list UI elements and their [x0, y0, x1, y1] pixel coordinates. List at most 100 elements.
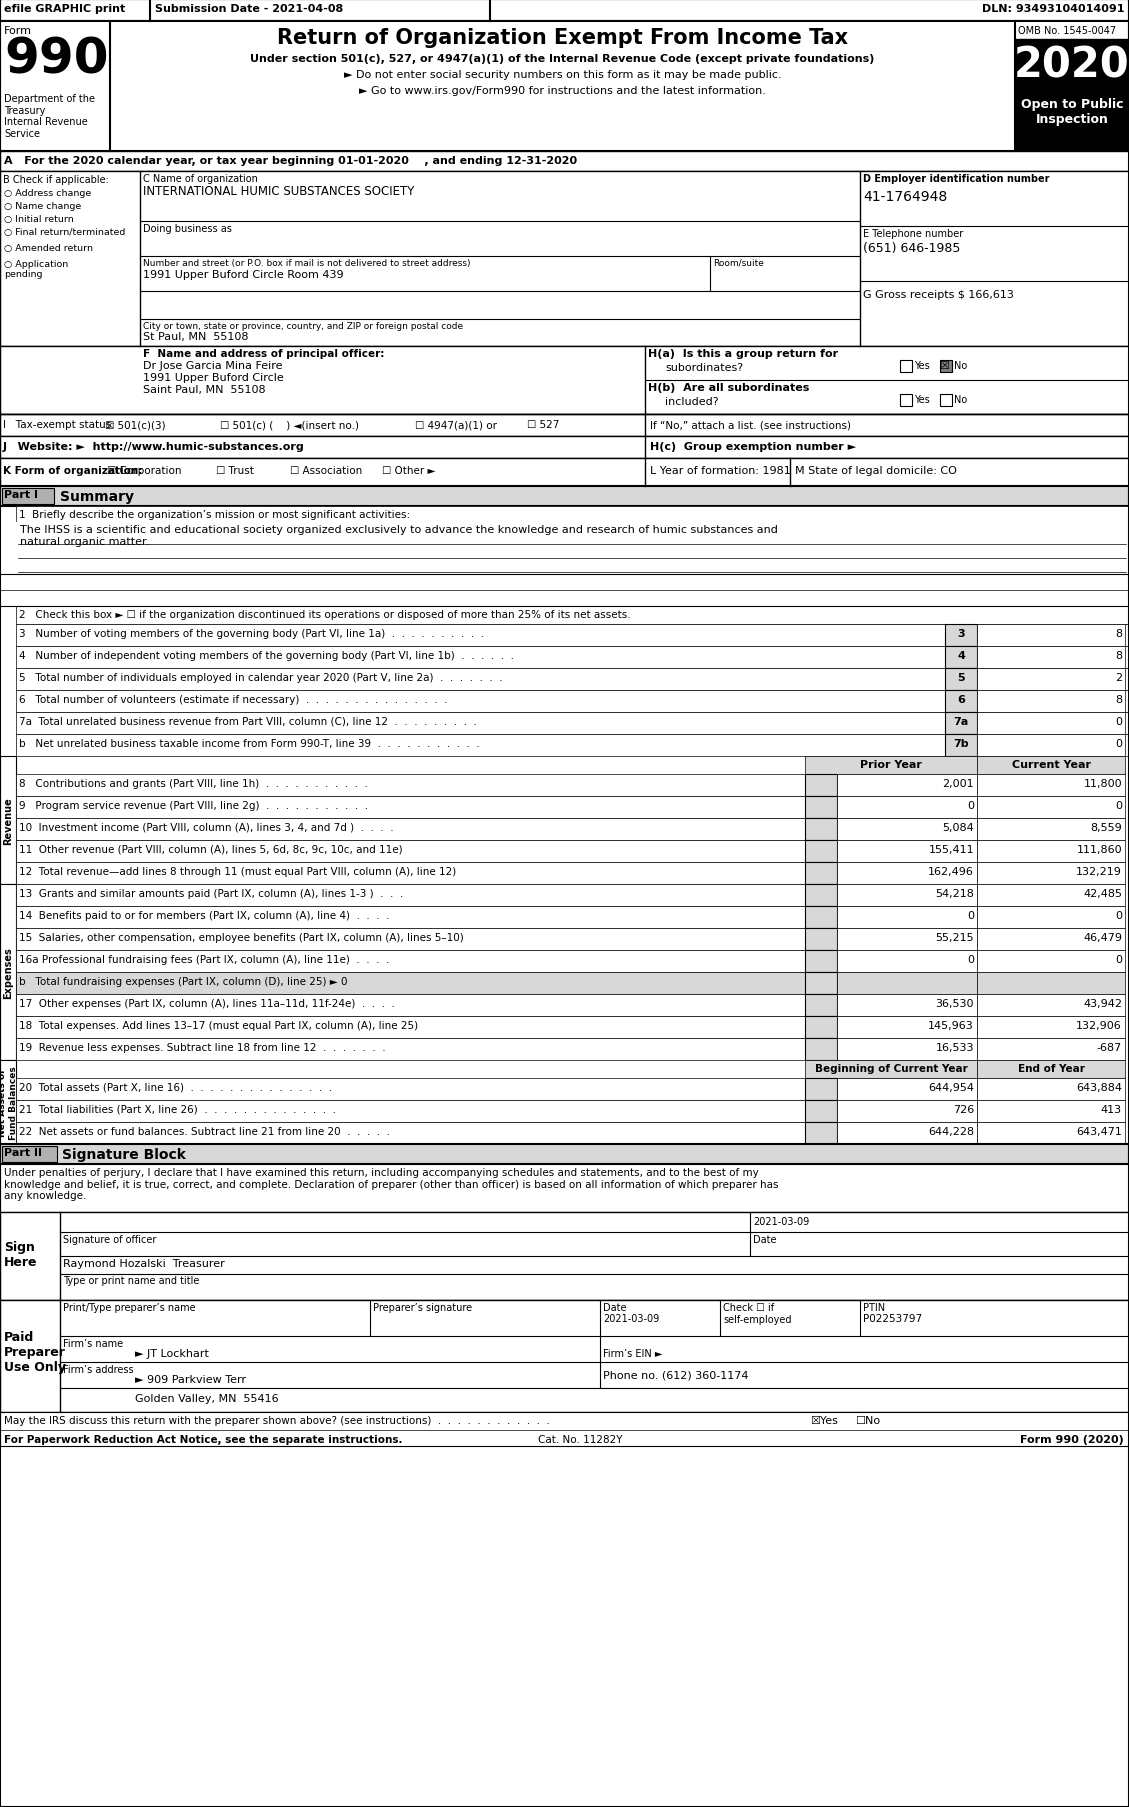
Bar [805, 819, 837, 840]
Text: Under section 501(c), 527, or 4947(a)(1) of the Internal Revenue Code (except pr: Under section 501(c), 527, or 4947(a)(1)… [251, 54, 875, 63]
Bar [837, 840, 977, 862]
Bar [945, 712, 977, 735]
Text: Cat. No. 11282Y: Cat. No. 11282Y [537, 1435, 622, 1444]
Text: 9   Program service revenue (Part VIII, line 2g)  .  .  .  .  .  .  .  .  .  .  : 9 Program service revenue (Part VIII, li… [19, 801, 368, 811]
Text: 6   Total number of volunteers (estimate if necessary)  .  .  .  .  .  .  .  .  : 6 Total number of volunteers (estimate i… [19, 694, 447, 705]
Text: ○ Amended return: ○ Amended return [5, 244, 93, 253]
Text: ☒ Corporation: ☒ Corporation [107, 466, 182, 475]
Bar [2, 1146, 56, 1162]
Text: 0: 0 [1115, 801, 1122, 811]
Bar [977, 775, 1124, 797]
Bar [0, 1413, 1129, 1446]
Bar [837, 950, 977, 972]
Bar [16, 972, 805, 994]
Bar [0, 1301, 1129, 1413]
Text: 43,942: 43,942 [1083, 999, 1122, 1008]
Text: ► Go to www.irs.gov/Form990 for instructions and the latest information.: ► Go to www.irs.gov/Form990 for instruct… [359, 87, 765, 96]
Text: OMB No. 1545-0047: OMB No. 1545-0047 [1018, 25, 1117, 36]
Text: 11  Other revenue (Part VIII, column (A), lines 5, 6d, 8c, 9c, 10c, and 11e): 11 Other revenue (Part VIII, column (A),… [19, 844, 403, 855]
Bar [977, 819, 1124, 840]
Text: E Telephone number: E Telephone number [863, 229, 963, 239]
Text: 643,884: 643,884 [1076, 1082, 1122, 1093]
Text: D Employer identification number: D Employer identification number [863, 173, 1050, 184]
Bar [977, 1122, 1124, 1144]
Bar [16, 775, 805, 797]
Bar [945, 625, 977, 647]
Text: L Year of formation: 1981: L Year of formation: 1981 [650, 466, 790, 475]
Text: 1  Briefly describe the organization’s mission or most significant activities:: 1 Briefly describe the organization’s mi… [19, 510, 410, 520]
Text: Golden Valley, MN  55416: Golden Valley, MN 55416 [135, 1393, 279, 1404]
Bar [900, 394, 912, 407]
Text: Prior Year: Prior Year [860, 759, 922, 770]
Text: 0: 0 [968, 801, 974, 811]
Text: 13  Grants and similar amounts paid (Part IX, column (A), lines 1-3 )  .  .  .: 13 Grants and similar amounts paid (Part… [19, 889, 403, 898]
Text: subordinates?: subordinates? [665, 363, 743, 372]
Bar [0, 1212, 1129, 1301]
Text: Return of Organization Exempt From Income Tax: Return of Organization Exempt From Incom… [277, 27, 848, 49]
Text: Open to Public
Inspection: Open to Public Inspection [1021, 98, 1123, 126]
Bar [16, 1100, 805, 1122]
Bar [0, 437, 1129, 459]
Bar [977, 1061, 1124, 1079]
Bar [837, 1100, 977, 1122]
Text: Signature Block: Signature Block [62, 1147, 186, 1162]
Bar [16, 840, 805, 862]
Text: 0: 0 [1115, 717, 1122, 726]
Bar [977, 884, 1124, 907]
Text: A   For the 2020 calendar year, or tax year beginning 01-01-2020    , and ending: A For the 2020 calendar year, or tax yea… [5, 155, 577, 166]
Text: Date: Date [603, 1303, 627, 1312]
Text: For Paperwork Reduction Act Notice, see the separate instructions.: For Paperwork Reduction Act Notice, see … [5, 1435, 403, 1444]
Text: 42,485: 42,485 [1083, 889, 1122, 898]
Bar [805, 1079, 837, 1100]
Text: Signature of officer: Signature of officer [63, 1234, 157, 1245]
Bar [0, 1164, 1129, 1212]
Text: 15  Salaries, other compensation, employee benefits (Part IX, column (A), lines : 15 Salaries, other compensation, employe… [19, 932, 464, 943]
Text: 0: 0 [1115, 739, 1122, 748]
Text: 3: 3 [957, 629, 965, 638]
Bar [977, 735, 1124, 757]
Text: 1991 Upper Buford Circle: 1991 Upper Buford Circle [143, 372, 283, 383]
Text: INTERNATIONAL HUMIC SUBSTANCES SOCIETY: INTERNATIONAL HUMIC SUBSTANCES SOCIETY [143, 184, 414, 199]
Text: 0: 0 [968, 954, 974, 965]
Text: b   Total fundraising expenses (Part IX, column (D), line 25) ► 0: b Total fundraising expenses (Part IX, c… [19, 976, 348, 987]
Bar [945, 647, 977, 669]
Bar [16, 522, 1129, 575]
Bar [0, 22, 1129, 152]
Text: 0: 0 [968, 911, 974, 920]
Bar [0, 172, 1129, 347]
Text: H(b)  Are all subordinates: H(b) Are all subordinates [648, 383, 809, 392]
Text: 132,219: 132,219 [1076, 867, 1122, 876]
Bar [837, 1079, 977, 1100]
Text: 132,906: 132,906 [1076, 1021, 1122, 1030]
Text: Doing business as: Doing business as [143, 224, 231, 233]
Bar [977, 907, 1124, 929]
Text: 5,084: 5,084 [943, 822, 974, 833]
Bar [977, 950, 1124, 972]
Bar [16, 797, 805, 819]
Text: DLN: 93493104014091: DLN: 93493104014091 [981, 4, 1124, 14]
Bar [0, 757, 16, 884]
Text: Firm’s address: Firm’s address [63, 1364, 133, 1375]
Text: (651) 646-1985: (651) 646-1985 [863, 242, 961, 255]
Text: Part I: Part I [5, 490, 38, 501]
Bar [16, 994, 805, 1016]
Text: ○ Initial return: ○ Initial return [5, 215, 73, 224]
Bar [940, 361, 952, 372]
Text: 2: 2 [1114, 672, 1122, 683]
Bar [837, 972, 977, 994]
Text: 7b: 7b [953, 739, 969, 748]
Bar [837, 1039, 977, 1061]
Text: Expenses: Expenses [3, 947, 14, 997]
Bar [837, 1122, 977, 1144]
Bar [16, 929, 805, 950]
Text: -687: -687 [1096, 1043, 1122, 1052]
Text: 41-1764948: 41-1764948 [863, 190, 947, 204]
Text: Submission Date - 2021-04-08: Submission Date - 2021-04-08 [155, 4, 343, 14]
Bar [977, 647, 1124, 669]
Text: Date: Date [753, 1234, 777, 1245]
Bar [805, 1122, 837, 1144]
Text: ○ Address change: ○ Address change [5, 190, 91, 199]
Bar [837, 862, 977, 884]
Text: 36,530: 36,530 [936, 999, 974, 1008]
Text: 55,215: 55,215 [935, 932, 974, 943]
